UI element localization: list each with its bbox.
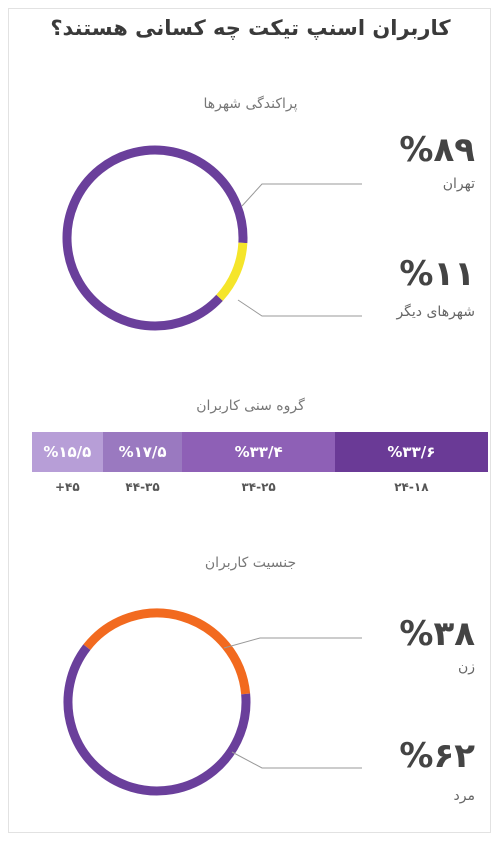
- age-category-label: ۴۴-۳۵: [125, 480, 160, 494]
- page-title: کاربران اسنپ تیکت چه کسانی هستند؟: [50, 16, 451, 40]
- female-label: زن: [457, 659, 475, 675]
- cities-chart-title: پراکندگی شهرها: [203, 96, 298, 112]
- female-percent: %۳۸: [399, 614, 475, 654]
- cities-donut-chart: [62, 145, 362, 331]
- age-chart-title: گروه سنی کاربران: [196, 398, 305, 414]
- age-bar-segment: %۱۵/۵: [32, 432, 103, 472]
- age-bar-segment: %۳۳/۶: [334, 432, 488, 472]
- age-bar-segment: %۳۳/۴: [182, 432, 335, 472]
- other-cities-label: شهرهای دیگر: [396, 304, 475, 320]
- gender-chart-title: جنسیت کاربران: [204, 555, 297, 571]
- male-leader-line: [231, 751, 362, 769]
- tehran-label: تهران: [442, 176, 475, 192]
- female-slice: [83, 608, 251, 695]
- other-cities-leader-line: [237, 299, 362, 317]
- other-cities-slice: [216, 242, 248, 301]
- other-cities-percent: %۱۱: [399, 254, 475, 294]
- age-bar-segment: %۱۷/۵: [102, 432, 183, 472]
- age-category-label: ۲۴-۱۸: [394, 480, 429, 494]
- infographic-frame: [8, 8, 491, 833]
- tehran-slice: [62, 145, 248, 331]
- tehran-leader-line: [241, 183, 362, 207]
- age-category-label: ۳۴-۲۵: [241, 480, 276, 494]
- tehran-percent: %۸۹: [399, 130, 475, 170]
- male-label: مرد: [453, 788, 475, 804]
- male-slice: [63, 644, 251, 796]
- male-percent: %۶۲: [399, 736, 475, 776]
- age-stacked-bar: %۳۳/۶ %۳۳/۴ %۱۷/۵ %۱۵/۵: [32, 432, 488, 472]
- gender-donut-chart: [63, 608, 362, 796]
- age-category-label: +۴۵: [54, 480, 80, 494]
- female-leader-line: [223, 637, 362, 649]
